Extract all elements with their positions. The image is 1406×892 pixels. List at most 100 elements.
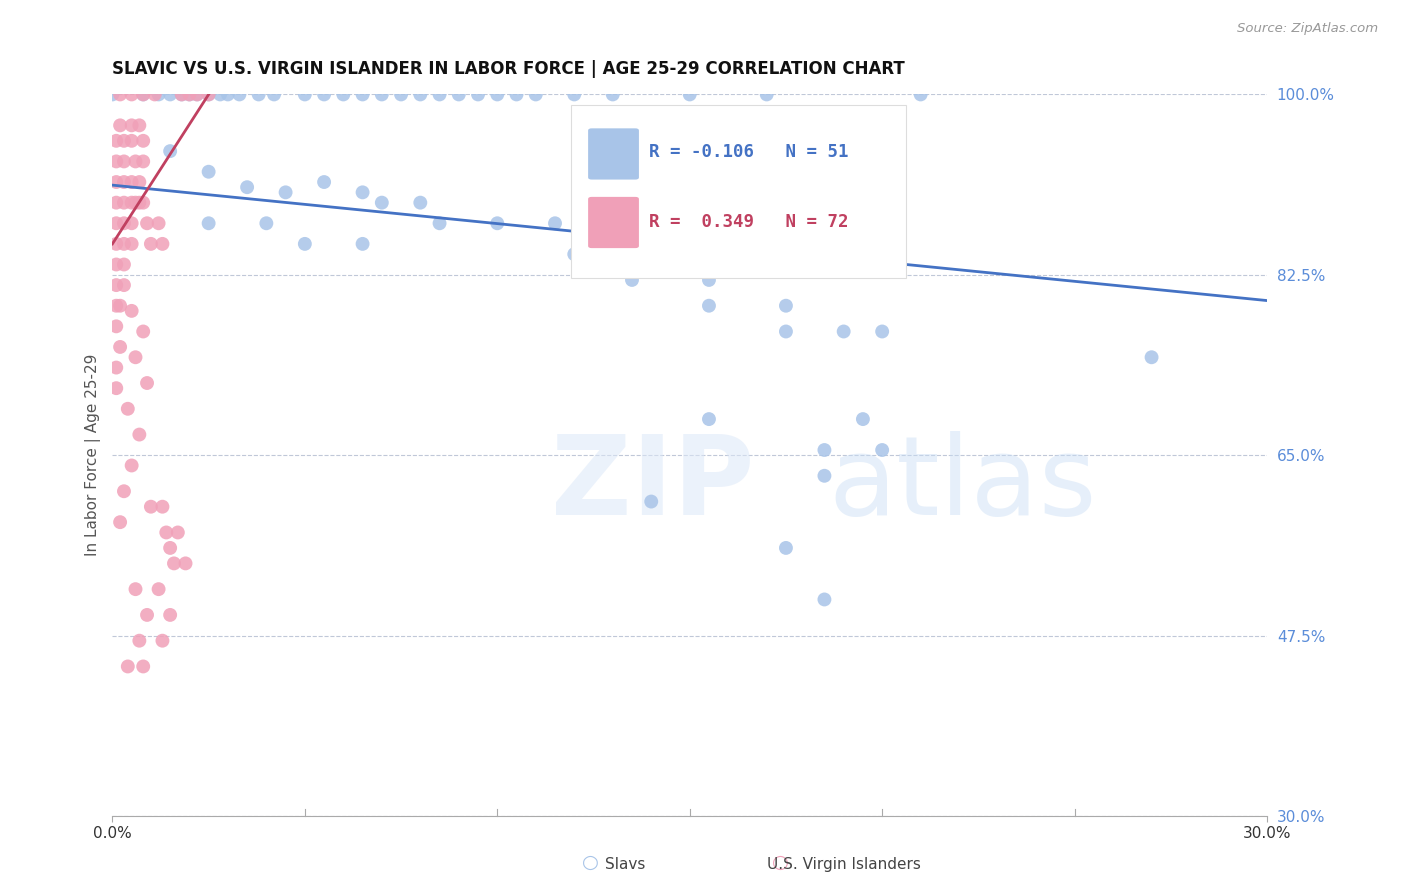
Point (263, 87, 285, 102)
Point (247, 87, 270, 102)
Point (602, 216, 624, 230)
Point (112, 216, 135, 230)
Point (112, 154, 135, 169)
Point (108, 299, 131, 313)
Point (775, 325, 797, 339)
Point (294, 87, 316, 102)
Point (136, 376, 159, 390)
Point (112, 236, 135, 251)
Point (236, 180, 259, 194)
Point (132, 87, 155, 102)
Point (105, 299, 128, 313)
Point (755, 87, 778, 102)
Point (121, 119, 143, 133)
Point (697, 273, 720, 287)
Point (139, 500, 162, 514)
Point (159, 607, 181, 622)
Point (254, 216, 277, 230)
Point (775, 299, 797, 313)
Point (679, 87, 702, 102)
Point (429, 87, 451, 102)
Point (139, 236, 162, 251)
Text: U.S. Virgin Islanders: U.S. Virgin Islanders (766, 857, 921, 872)
Point (117, 659, 139, 673)
Point (524, 87, 547, 102)
Point (870, 443, 893, 458)
Point (332, 87, 354, 102)
Point (105, 134, 128, 148)
Point (602, 87, 624, 102)
Point (197, 165, 219, 179)
Point (620, 273, 643, 287)
Point (186, 87, 208, 102)
Text: Source: ZipAtlas.com: Source: ZipAtlas.com (1237, 22, 1378, 36)
Point (132, 154, 155, 169)
Point (294, 236, 316, 251)
Point (152, 236, 174, 251)
Point (170, 87, 193, 102)
Point (505, 87, 527, 102)
Point (389, 87, 412, 102)
Point (101, 87, 124, 102)
Point (170, 87, 193, 102)
Point (128, 633, 150, 648)
Point (544, 216, 567, 230)
Point (352, 186, 374, 200)
Point (148, 87, 170, 102)
Point (174, 557, 197, 571)
Point (112, 258, 135, 272)
FancyBboxPatch shape (571, 105, 905, 278)
Point (640, 494, 662, 508)
Point (124, 195, 146, 210)
Point (121, 216, 143, 230)
Text: ○: ○ (582, 854, 599, 872)
Point (117, 401, 139, 416)
Point (124, 582, 146, 596)
Point (910, 87, 932, 102)
Point (562, 247, 585, 261)
Point (209, 87, 232, 102)
Text: ZIP: ZIP (551, 431, 755, 538)
Point (108, 119, 131, 133)
Text: atlas: atlas (828, 431, 1097, 538)
Point (159, 541, 181, 555)
Point (105, 236, 128, 251)
Text: Slavs: Slavs (606, 857, 645, 872)
Point (562, 87, 585, 102)
Point (105, 195, 128, 210)
Point (121, 304, 143, 318)
Point (105, 154, 128, 169)
Point (197, 216, 219, 230)
Point (128, 175, 150, 189)
Point (1140, 351, 1163, 365)
Point (186, 87, 208, 102)
Point (108, 87, 131, 102)
Point (148, 582, 170, 596)
Point (128, 427, 150, 442)
Point (409, 195, 432, 210)
FancyBboxPatch shape (588, 128, 638, 179)
Point (148, 216, 170, 230)
Point (108, 340, 131, 354)
Point (105, 175, 128, 189)
Point (197, 87, 219, 102)
Text: R = -0.106   N = 51: R = -0.106 N = 51 (650, 143, 849, 161)
Point (121, 458, 143, 473)
Point (409, 87, 432, 102)
Point (352, 236, 374, 251)
Point (152, 633, 174, 648)
Point (697, 299, 720, 313)
Point (486, 216, 509, 230)
Point (121, 236, 143, 251)
Point (105, 258, 128, 272)
Point (105, 381, 128, 395)
Point (132, 325, 155, 339)
Point (128, 119, 150, 133)
Text: ○: ○ (772, 854, 789, 872)
Point (813, 592, 835, 607)
Point (121, 195, 143, 210)
Point (112, 134, 135, 148)
Point (775, 541, 797, 555)
Point (163, 557, 186, 571)
Point (832, 325, 855, 339)
